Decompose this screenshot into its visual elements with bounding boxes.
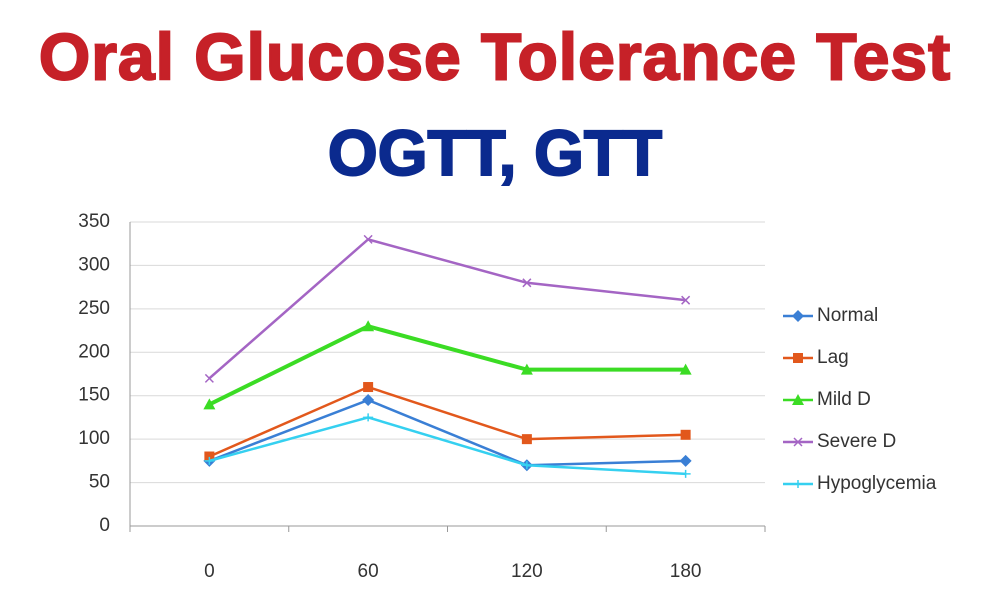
series-line <box>209 416 686 476</box>
series-line <box>208 324 686 407</box>
point <box>792 394 804 405</box>
point <box>793 353 803 363</box>
point <box>679 363 692 375</box>
point <box>793 437 803 447</box>
y-tick-label: 350 <box>78 211 110 232</box>
chart-title: Oral Glucose Tolerance Test <box>39 19 951 93</box>
legend-label: Normal <box>817 305 878 326</box>
point <box>522 278 532 288</box>
point <box>363 234 373 244</box>
point <box>204 373 214 383</box>
point <box>680 429 691 440</box>
x-tick-label: 180 <box>670 561 702 582</box>
point <box>521 434 532 445</box>
point <box>203 398 216 410</box>
point <box>362 320 375 332</box>
point <box>792 310 804 322</box>
point <box>363 382 374 393</box>
point <box>681 295 691 305</box>
point <box>363 413 374 422</box>
point <box>204 451 215 462</box>
point <box>680 469 691 478</box>
y-tick-label: 0 <box>99 515 110 536</box>
y-tick-label: 100 <box>78 428 110 449</box>
legend-label: Mild D <box>817 389 871 410</box>
point <box>362 394 375 407</box>
series-line <box>208 398 686 467</box>
point <box>793 480 803 488</box>
point <box>204 456 215 465</box>
point <box>679 454 692 467</box>
x-tick-label: 0 <box>204 561 215 582</box>
point <box>521 461 532 470</box>
legend-label: Severe D <box>817 431 896 452</box>
y-tick-label: 200 <box>78 341 110 362</box>
series-line <box>208 385 686 458</box>
series-line <box>208 237 686 380</box>
y-tick-label: 300 <box>78 254 110 275</box>
x-tick-label: 60 <box>358 561 379 582</box>
y-tick-label: 50 <box>89 472 110 493</box>
y-tick-label: 250 <box>78 298 110 319</box>
y-tick-label: 150 <box>78 385 110 406</box>
point <box>520 363 533 375</box>
chart-subtitle: OGTT, GTT <box>328 117 662 189</box>
legend-label: Lag <box>817 347 849 368</box>
x-tick-label: 120 <box>511 561 543 582</box>
legend-label: Hypoglycemia <box>817 473 937 494</box>
